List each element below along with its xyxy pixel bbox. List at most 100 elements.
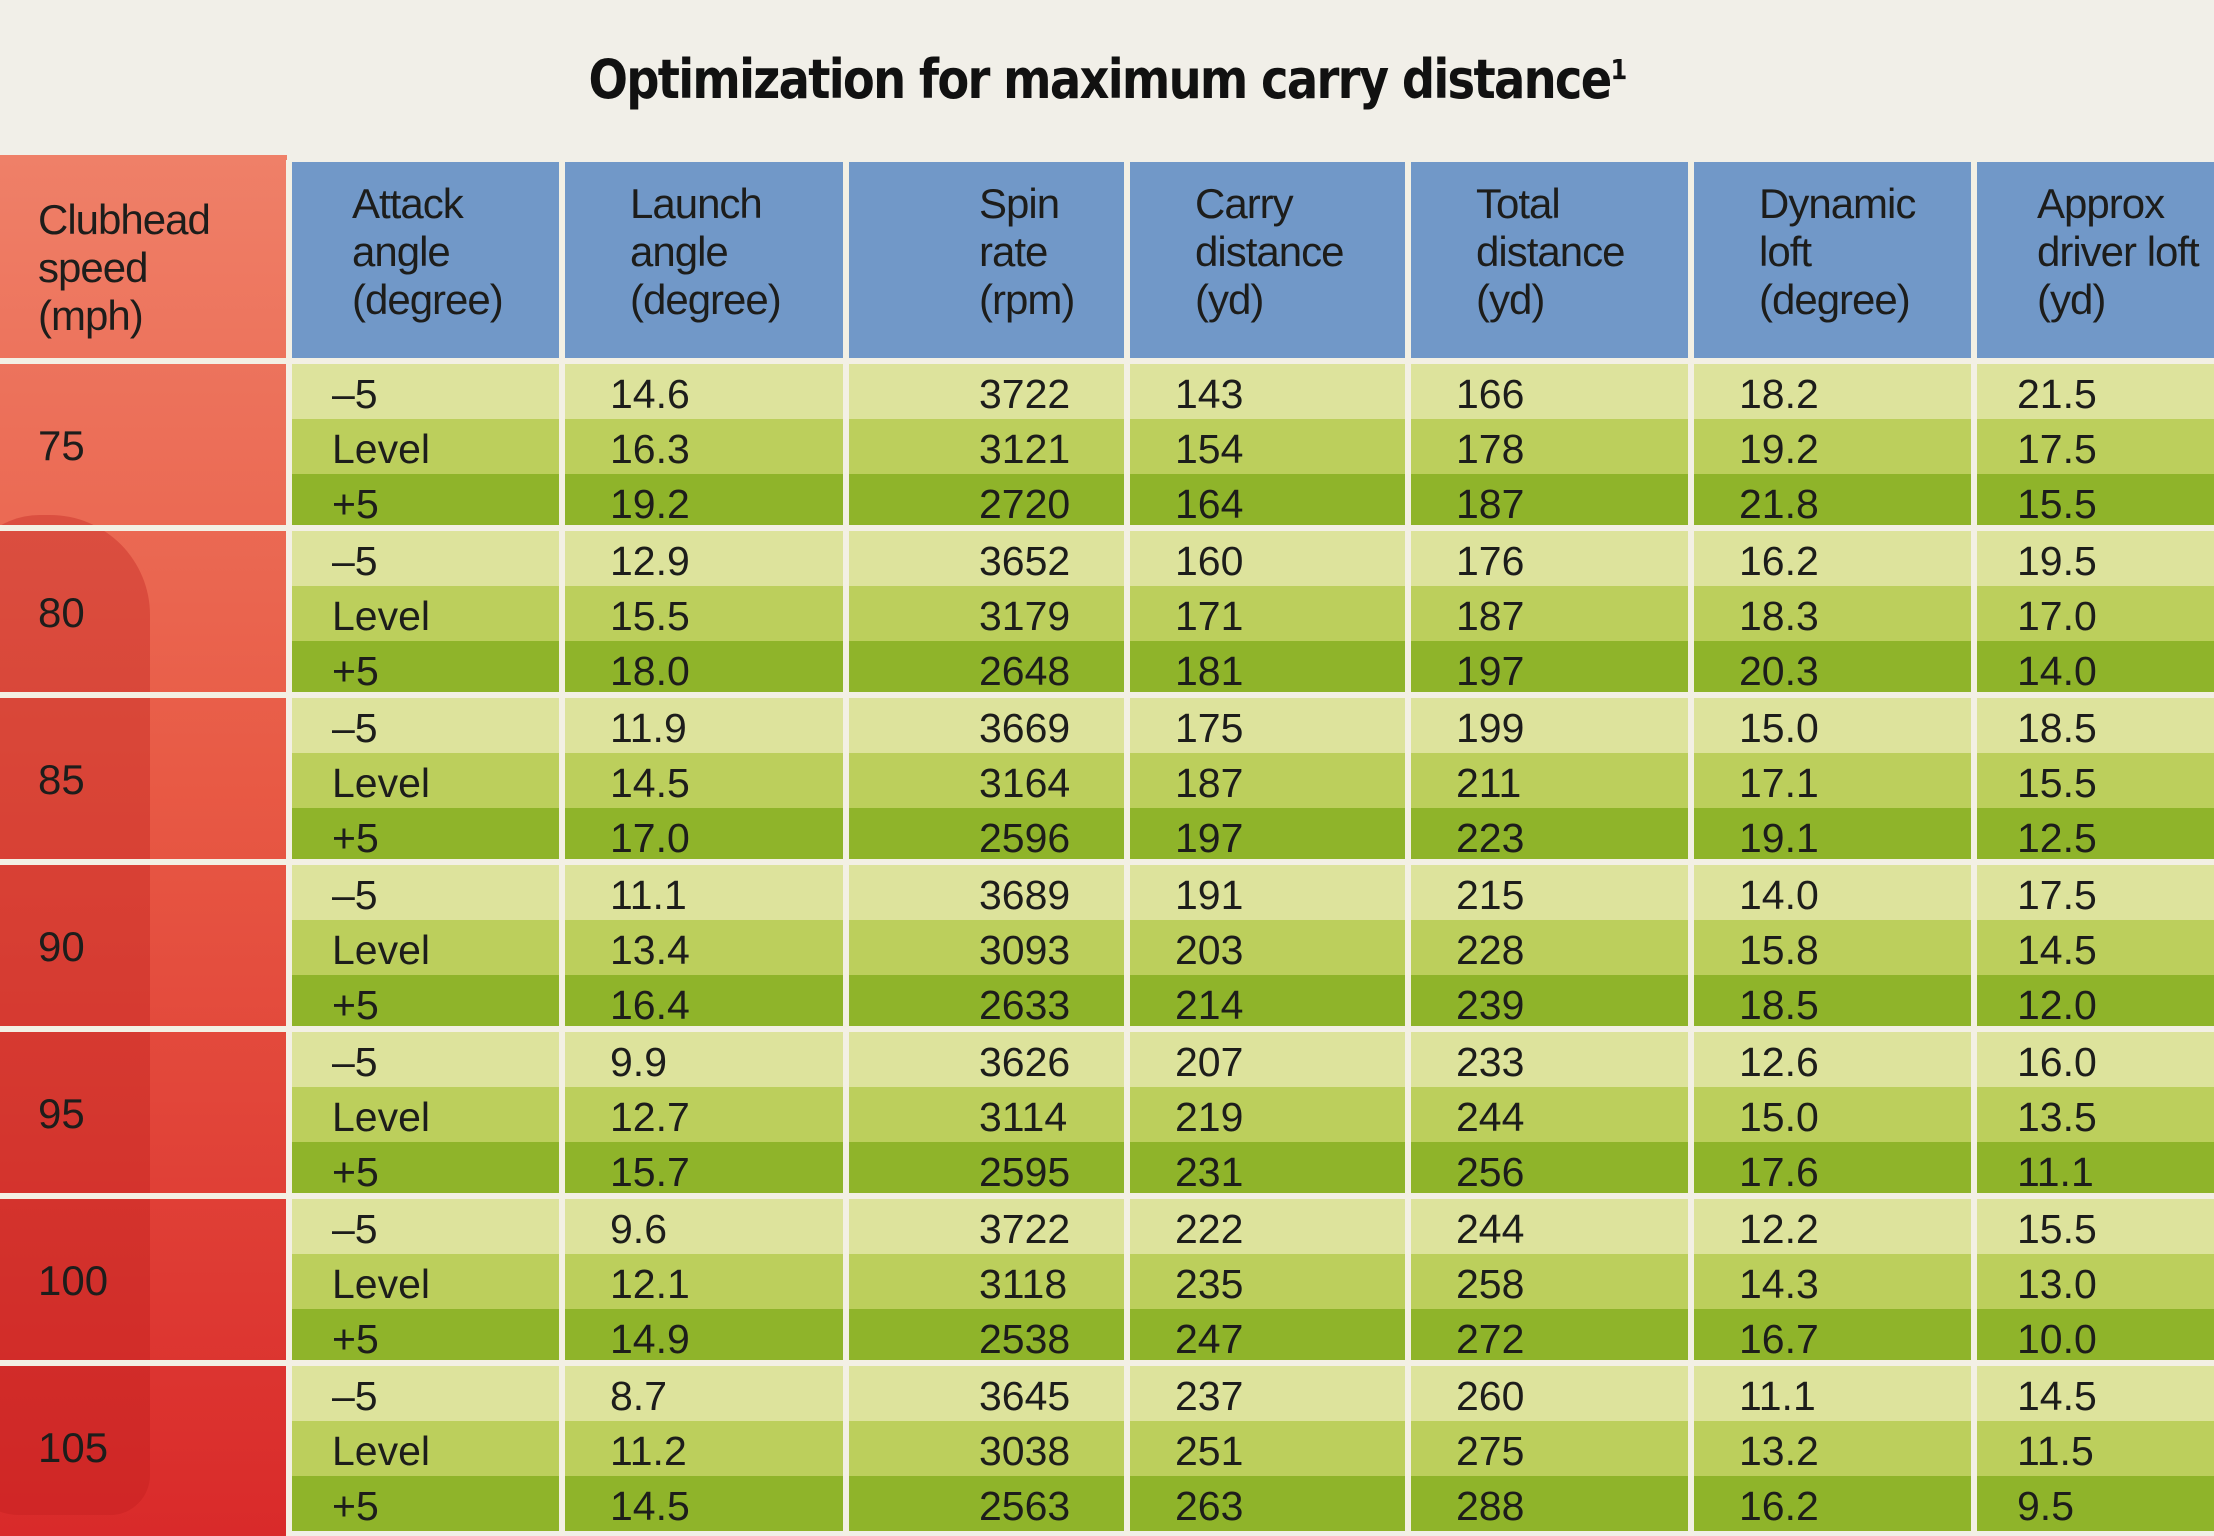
cell-attack-angle: +5: [332, 1483, 379, 1529]
cell-launch-angle: 14.9: [610, 1316, 690, 1362]
cell-launch-angle: 13.4: [610, 927, 690, 973]
cell-total-distance: 288: [1456, 1483, 1525, 1529]
cell-carry-distance: 160: [1175, 538, 1244, 584]
header-line: Approx: [2037, 180, 2165, 227]
cell-launch-angle: 16.4: [610, 982, 690, 1028]
cell-carry-distance: 263: [1175, 1483, 1244, 1529]
group-divider: [0, 692, 2214, 698]
cell-launch-angle: 12.1: [610, 1261, 690, 1307]
group-divider: [0, 525, 2214, 531]
cell-approx-driver-loft: 13.0: [2017, 1261, 2097, 1307]
cell-attack-angle: Level: [332, 426, 431, 472]
cell-dynamic-loft: 13.2: [1739, 1428, 1819, 1474]
cell-approx-driver-loft: 14.0: [2017, 648, 2097, 694]
cell-spin-rate: 3689: [979, 872, 1071, 918]
cell-launch-angle: 8.7: [610, 1373, 667, 1419]
group-divider: [0, 859, 2214, 865]
cell-spin-rate: 3114: [979, 1094, 1068, 1140]
header-line: distance: [1476, 228, 1625, 275]
cell-approx-driver-loft: 11.1: [2017, 1149, 2094, 1195]
table-row: –5 9.9 3626 207 233 12.6 16.0: [292, 1032, 2214, 1087]
header-line: loft: [1759, 228, 1812, 275]
cell-carry-distance: 164: [1175, 481, 1244, 527]
cell-launch-angle: 19.2: [610, 481, 690, 527]
cell-launch-angle: 15.7: [610, 1149, 690, 1195]
cell-dynamic-loft: 14.3: [1739, 1261, 1819, 1307]
cell-total-distance: 166: [1456, 371, 1525, 417]
cell-spin-rate: 3722: [979, 1206, 1071, 1252]
cell-carry-distance: 171: [1175, 593, 1244, 639]
clubhead-speed-value: 75: [38, 422, 85, 469]
cell-approx-driver-loft: 9.5: [2017, 1483, 2074, 1529]
cell-total-distance: 244: [1456, 1094, 1525, 1140]
cell-spin-rate: 2633: [979, 982, 1071, 1028]
table-row: +5 15.7 2595 231 256 17.6 11.1: [292, 1142, 2214, 1197]
header-line: (rpm): [979, 276, 1075, 323]
cell-carry-distance: 154: [1175, 426, 1244, 472]
cell-dynamic-loft: 18.5: [1739, 982, 1819, 1028]
cell-approx-driver-loft: 15.5: [2017, 760, 2097, 806]
group-divider: [0, 1026, 2214, 1032]
cell-total-distance: 260: [1456, 1373, 1525, 1419]
cell-launch-angle: 9.6: [610, 1206, 667, 1252]
table-row: –5 8.7 3645 237 260 11.1 14.5: [292, 1366, 2214, 1421]
table-row: –5 12.9 3652 160 176 16.2 19.5: [292, 531, 2214, 586]
header-clubhead-speed: Clubhead speed (mph): [0, 178, 287, 374]
cell-attack-angle: –5: [332, 538, 378, 584]
cell-dynamic-loft: 16.2: [1739, 538, 1819, 584]
clubhead-speed-column: [0, 155, 287, 1536]
cell-total-distance: 272: [1456, 1316, 1525, 1362]
cell-attack-angle: +5: [332, 481, 379, 527]
clubhead-speed-value: 90: [38, 923, 85, 970]
cell-spin-rate: 3179: [979, 593, 1071, 639]
cell-approx-driver-loft: 15.5: [2017, 481, 2097, 527]
table-row: Level 12.1 3118 235 258 14.3 13.0: [292, 1254, 2214, 1309]
table-row: +5 14.9 2538 247 272 16.7 10.0: [292, 1309, 2214, 1364]
cell-carry-distance: 219: [1175, 1094, 1244, 1140]
cell-attack-angle: –5: [332, 1039, 378, 1085]
header-line: distance: [1195, 228, 1344, 275]
cell-approx-driver-loft: 14.5: [2017, 927, 2097, 973]
cell-dynamic-loft: 12.6: [1739, 1039, 1819, 1085]
group-divider: [0, 1193, 2214, 1199]
cell-attack-angle: Level: [332, 1094, 431, 1140]
cell-total-distance: 187: [1456, 593, 1525, 639]
cell-total-distance: 256: [1456, 1149, 1525, 1195]
cell-approx-driver-loft: 14.5: [2017, 1373, 2097, 1419]
cell-attack-angle: –5: [332, 705, 378, 751]
cell-launch-angle: 14.5: [610, 760, 690, 806]
column-divider: [1688, 160, 1694, 1536]
cell-total-distance: 197: [1456, 648, 1525, 694]
cell-attack-angle: +5: [332, 648, 379, 694]
clubhead-speed-value: 80: [38, 589, 85, 636]
table-row: Level 15.5 3179 171 187 18.3 17.0: [292, 586, 2214, 641]
group-divider: [0, 358, 2214, 364]
table-row: Level 12.7 3114 219 244 15.0 13.5: [292, 1087, 2214, 1142]
header-approx-driver-loft: Approx driver loft (yd): [1977, 162, 2214, 358]
cell-total-distance: 239: [1456, 982, 1525, 1028]
header-line: (mph): [38, 292, 144, 339]
header-line: Spin: [979, 180, 1060, 227]
header-line: angle: [630, 228, 729, 275]
cell-carry-distance: 181: [1175, 648, 1244, 694]
cell-dynamic-loft: 16.7: [1739, 1316, 1819, 1362]
cell-carry-distance: 237: [1175, 1373, 1244, 1419]
cell-launch-angle: 9.9: [610, 1039, 667, 1085]
cell-total-distance: 178: [1456, 426, 1525, 472]
cell-attack-angle: Level: [332, 593, 431, 639]
golfer-silhouette: [0, 515, 150, 1515]
cell-spin-rate: 2538: [979, 1316, 1071, 1362]
header-launch-angle: Launch angle (degree): [565, 162, 843, 358]
header-line: (yd): [1476, 276, 1545, 323]
cell-total-distance: 223: [1456, 815, 1525, 861]
table-row: +5 18.0 2648 181 197 20.3 14.0: [292, 641, 2214, 696]
cell-approx-driver-loft: 15.5: [2017, 1206, 2097, 1252]
column-divider: [559, 160, 565, 1536]
table-row: Level 14.5 3164 187 211 17.1 15.5: [292, 753, 2214, 808]
column-divider: [286, 160, 292, 1536]
cell-launch-angle: 11.2: [610, 1428, 687, 1474]
cell-spin-rate: 3722: [979, 371, 1071, 417]
cell-dynamic-loft: 15.0: [1739, 705, 1819, 751]
cell-total-distance: 187: [1456, 481, 1525, 527]
header-line: Launch: [630, 180, 763, 227]
